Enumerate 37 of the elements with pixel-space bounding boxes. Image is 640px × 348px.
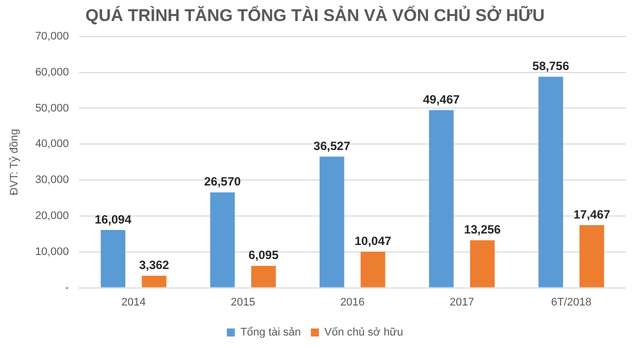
x-tick-label: 2017: [450, 296, 474, 308]
bar: [579, 225, 604, 288]
y-tick-label: -: [65, 282, 70, 294]
bar: [470, 240, 495, 288]
y-axis-title: ĐVT: Tỷ đồng: [8, 128, 21, 196]
x-tick-label: 2016: [340, 296, 365, 308]
x-tick-label: 2014: [121, 296, 146, 308]
data-label: 6,095: [248, 248, 279, 262]
y-tick-label: 70,000: [35, 30, 69, 42]
bar: [360, 252, 386, 288]
data-label: 3,362: [139, 258, 170, 272]
chart-title: QUÁ TRÌNH TĂNG TỔNG TÀI SẢN VÀ VỐN CHỦ SỞ HỮU: [85, 4, 545, 25]
y-tick-label: 60,000: [35, 66, 69, 78]
data-label: 13,256: [464, 222, 502, 237]
data-label: 10,047: [354, 234, 392, 248]
bar: [142, 276, 166, 288]
x-tick-label: 6T/2018: [551, 296, 592, 308]
bar: [210, 192, 235, 288]
x-tick-label: 2015: [230, 296, 256, 308]
data-label: 26,570: [204, 174, 242, 189]
bar: [538, 76, 564, 288]
data-label: 49,467: [422, 92, 460, 106]
data-label: 16,094: [94, 212, 132, 226]
y-tick-label: 50,000: [35, 102, 69, 114]
legend-label: Vốn chủ sở hữu: [324, 326, 404, 339]
y-tick-label: 40,000: [35, 138, 69, 150]
data-label: 58,756: [532, 59, 570, 74]
y-tick-label: 10,000: [35, 246, 69, 258]
y-tick-label: 30,000: [35, 174, 69, 186]
bar: [320, 156, 344, 288]
data-label: 36,527: [314, 138, 351, 153]
legend-label: Tổng tài sản: [240, 326, 301, 339]
bar: [429, 110, 454, 288]
bar: [251, 266, 276, 288]
y-tick-label: 20,000: [35, 210, 69, 222]
data-label: 17,467: [573, 207, 610, 222]
bar: [100, 230, 126, 288]
